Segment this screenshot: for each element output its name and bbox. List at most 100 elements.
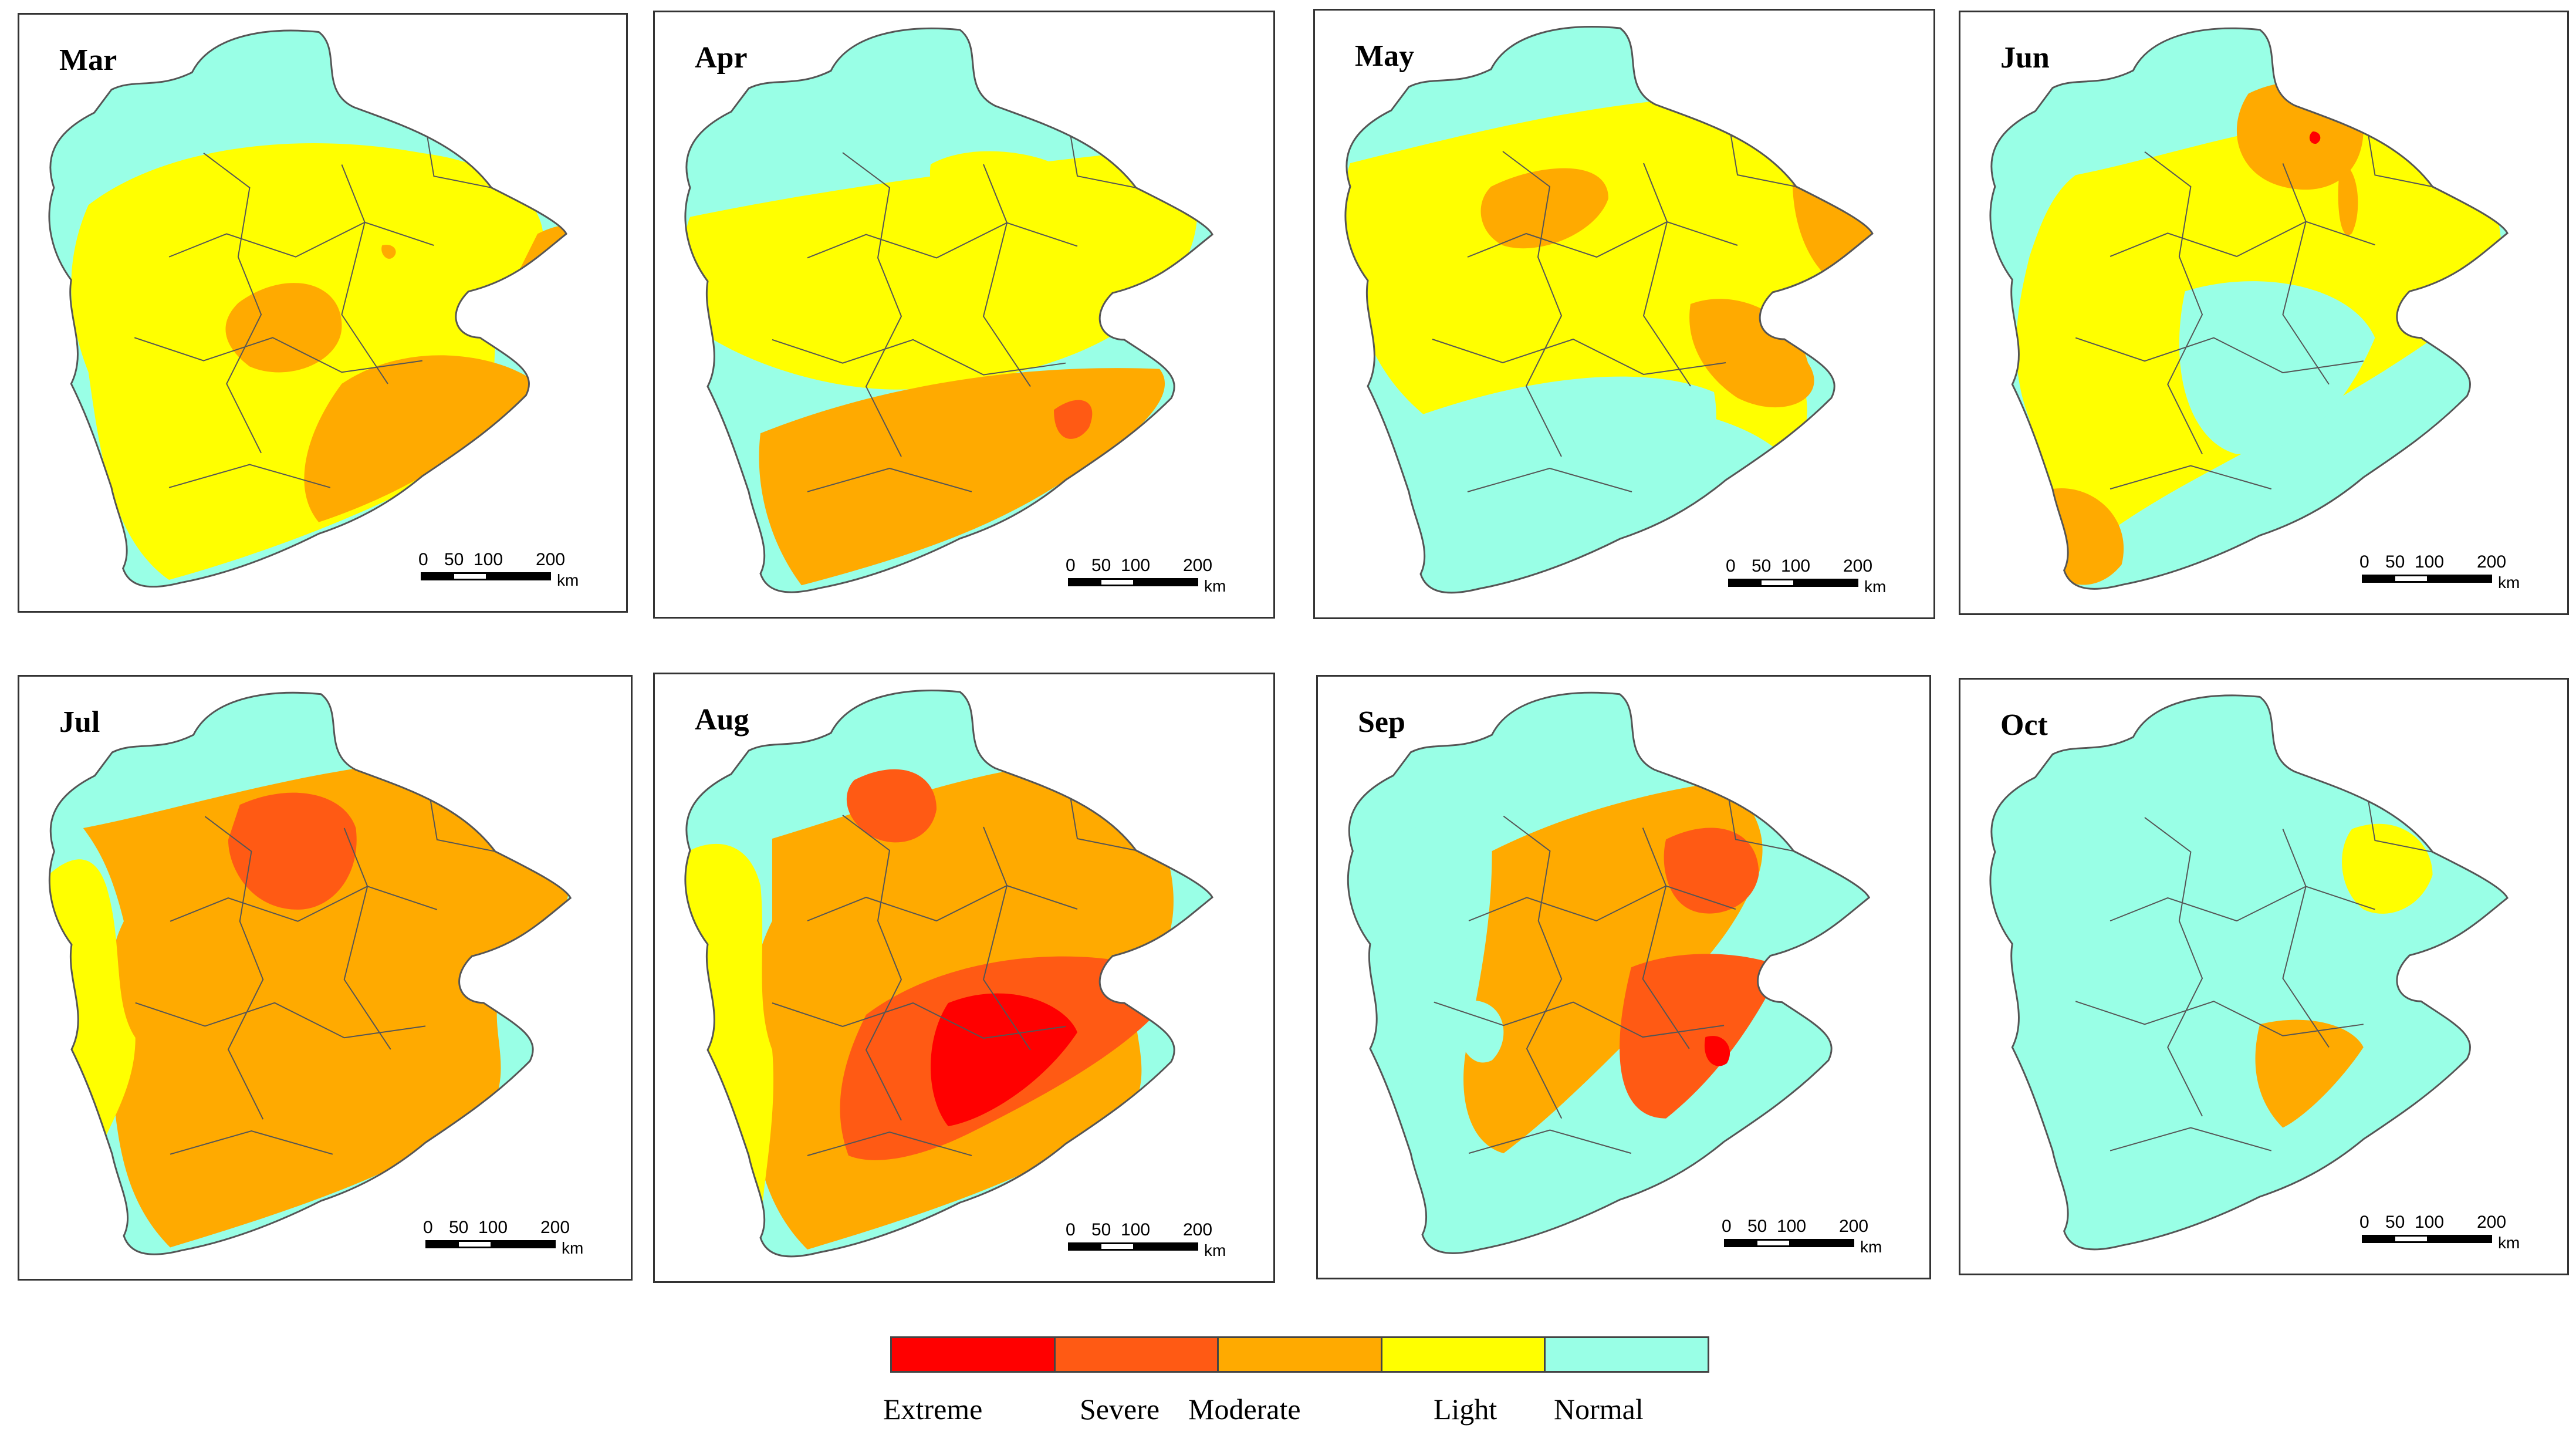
map-panel: Mar 0 50 100 200 km xyxy=(18,13,628,613)
drought-zone xyxy=(1456,1000,1504,1063)
drought-zone xyxy=(2179,281,2375,454)
scale-label-0: 0 xyxy=(418,550,428,569)
scale-unit: km xyxy=(1864,577,1887,596)
scale-label-200: 200 xyxy=(536,550,566,569)
scale-bar-graphic xyxy=(2362,575,2492,583)
legend-swatch-normal xyxy=(1546,1338,1708,1371)
scale-label-200: 200 xyxy=(2477,552,2507,572)
scale-label-100: 100 xyxy=(1781,556,1811,576)
scale-bar: 0 50 100 200 km xyxy=(2359,552,2550,599)
scale-bar: 0 50 100 200 km xyxy=(1726,556,1916,603)
scale-label-100: 100 xyxy=(1777,1217,1807,1236)
month-label: Oct xyxy=(2000,708,2048,742)
scale-bar: 0 50 100 200 km xyxy=(2359,1213,2550,1259)
scale-unit: km xyxy=(557,571,579,589)
legend-swatch-moderate xyxy=(1219,1338,1382,1371)
legend-swatch-extreme xyxy=(892,1338,1056,1371)
drought-zone xyxy=(685,843,774,1238)
scale-label-50: 50 xyxy=(444,550,464,569)
province-boundaries xyxy=(772,768,1137,1156)
drought-map xyxy=(684,690,1213,1258)
scale-bar-graphic xyxy=(1068,1242,1198,1251)
province-boundaries xyxy=(2075,771,2433,1151)
month-label: Sep xyxy=(1358,705,1405,739)
map-outline xyxy=(1344,26,1874,594)
drought-zone xyxy=(2255,1019,2364,1128)
scale-label-0: 0 xyxy=(2359,552,2369,572)
drought-zone xyxy=(1054,400,1093,439)
scale-label-50: 50 xyxy=(449,1218,469,1237)
scale-bar-graphic xyxy=(421,572,551,580)
scale-label-50: 50 xyxy=(2385,552,2405,572)
drought-map xyxy=(48,29,567,588)
drought-zone xyxy=(304,355,538,522)
scale-label-0: 0 xyxy=(1066,556,1076,575)
drought-zone xyxy=(1877,212,1903,244)
scale-label-0: 0 xyxy=(1722,1217,1732,1236)
month-label: Aug xyxy=(695,703,749,737)
month-label: Mar xyxy=(59,43,117,77)
scale-unit: km xyxy=(2498,573,2520,592)
scale-bar-graphic xyxy=(1724,1239,1854,1247)
drought-map xyxy=(48,691,572,1255)
scale-label-100: 100 xyxy=(2415,1213,2445,1232)
scale-label-50: 50 xyxy=(1752,556,1772,576)
scale-bar: 0 50 100 200 km xyxy=(1722,1217,1912,1264)
scale-label-0: 0 xyxy=(1726,556,1736,576)
scale-unit: km xyxy=(562,1239,584,1257)
province-boundaries xyxy=(135,769,495,1155)
legend-label-moderate: Moderate xyxy=(1188,1393,1301,1426)
month-label: Jun xyxy=(2000,41,2050,75)
scale-bar-graphic xyxy=(1728,579,1858,587)
drought-zone xyxy=(381,245,396,259)
drought-map xyxy=(1989,694,2509,1251)
scale-label-50: 50 xyxy=(1091,556,1111,575)
map-outline xyxy=(48,29,567,588)
scale-label-0: 0 xyxy=(1066,1220,1076,1240)
legend-label-light: Light xyxy=(1434,1393,1497,1426)
drought-legend-bar xyxy=(890,1336,1709,1373)
drought-zone xyxy=(846,769,937,843)
map-outline xyxy=(684,690,1213,1258)
map-panel: Sep 0 50 100 200 km xyxy=(1316,675,1931,1279)
drought-zone xyxy=(2050,488,2124,585)
map-panel: Aug 0 50 100 200 km xyxy=(653,673,1275,1283)
scale-bar-graphic xyxy=(2362,1235,2492,1243)
legend-label-normal: Normal xyxy=(1554,1393,1644,1426)
map-panel: May 0 50 100 200 km xyxy=(1313,9,1935,619)
scale-label-100: 100 xyxy=(474,550,503,569)
drought-zone xyxy=(1664,828,1759,914)
scale-unit: km xyxy=(1204,577,1226,595)
map-outline xyxy=(684,27,1213,593)
drought-map xyxy=(1989,27,2509,590)
drought-zone xyxy=(2338,163,2358,235)
scale-label-100: 100 xyxy=(1121,556,1151,575)
drought-zone xyxy=(929,151,1073,235)
scale-label-100: 100 xyxy=(478,1218,508,1237)
drought-zone xyxy=(1480,168,1608,249)
month-label: May xyxy=(1355,39,1415,73)
province-boundaries xyxy=(772,106,1137,492)
month-label: Apr xyxy=(695,41,748,75)
scale-label-200: 200 xyxy=(540,1218,570,1237)
drought-map xyxy=(684,27,1213,593)
scale-bar-graphic xyxy=(425,1240,556,1248)
scale-label-0: 0 xyxy=(423,1218,433,1237)
scale-label-200: 200 xyxy=(1183,1220,1213,1240)
drought-zone xyxy=(685,147,1198,390)
scale-label-50: 50 xyxy=(2385,1213,2405,1232)
province-boundaries xyxy=(1432,104,1797,492)
drought-map xyxy=(1347,691,1871,1254)
legend-swatch-light xyxy=(1382,1338,1546,1371)
drought-zone xyxy=(228,792,357,910)
drought-zone xyxy=(1704,1036,1730,1066)
map-panel: Jul 0 50 100 200 km xyxy=(18,675,633,1281)
month-label: Jul xyxy=(59,705,100,739)
scale-label-200: 200 xyxy=(1839,1217,1869,1236)
scale-label-0: 0 xyxy=(2359,1213,2369,1232)
province-boundaries xyxy=(2075,105,2433,490)
scale-label-200: 200 xyxy=(1183,556,1213,575)
scale-bar: 0 50 100 200 km xyxy=(1066,556,1256,603)
drought-zone xyxy=(83,756,571,1248)
scale-label-100: 100 xyxy=(2415,552,2445,572)
